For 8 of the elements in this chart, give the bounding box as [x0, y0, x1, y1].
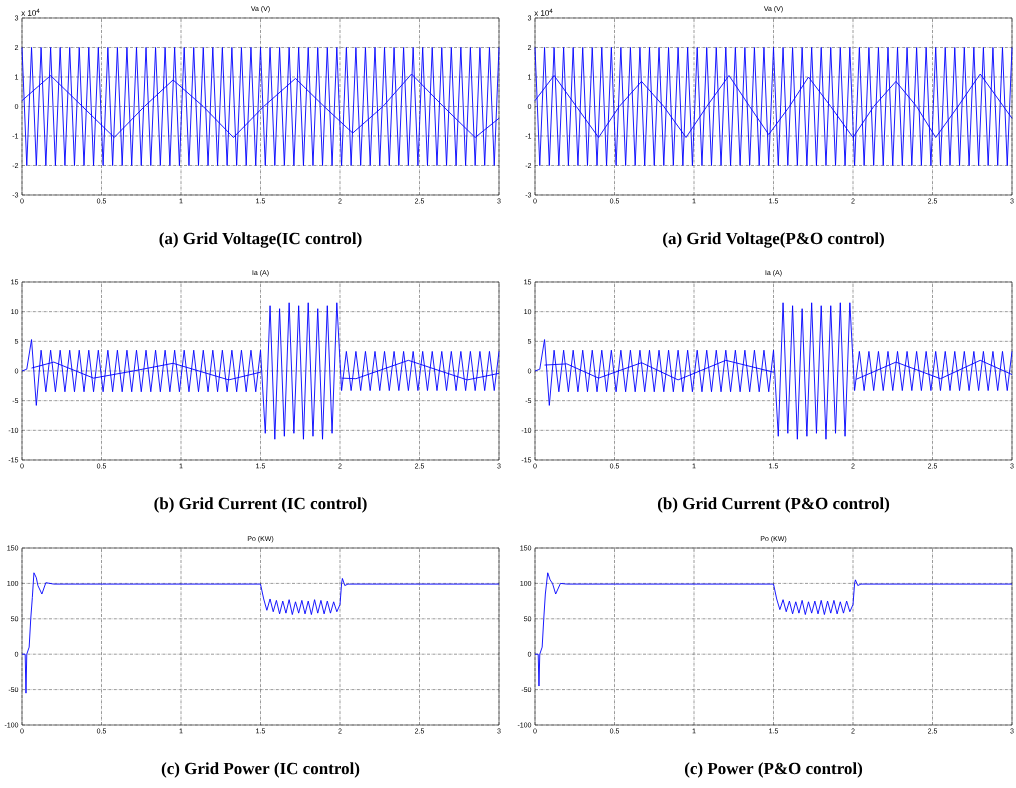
text: (b) Grid Current (P&O control)	[657, 497, 890, 513]
text: x 10$^{4}$	[534, 8, 553, 16]
text: (c) Power (P&O control)	[684, 762, 863, 778]
text: (a) Grid Voltage(P&O control)	[663, 232, 884, 248]
text: (a) Grid Voltage(IC control)	[159, 232, 362, 248]
text: (b) Grid Current (IC control)	[154, 497, 367, 513]
text: (c) Grid Power (IC control)	[161, 762, 360, 778]
text: x 10$^{4}$	[21, 8, 40, 16]
